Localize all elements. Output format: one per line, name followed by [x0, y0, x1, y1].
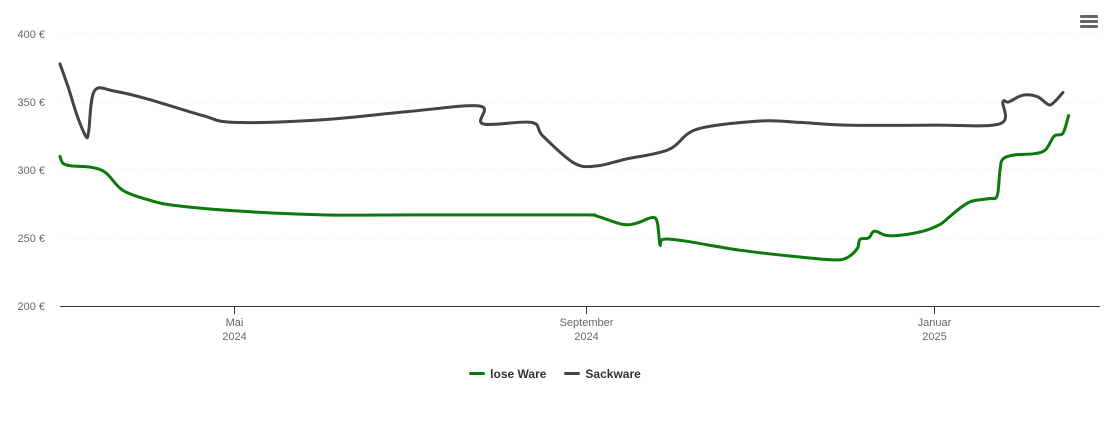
series-lines[interactable] [58, 62, 1071, 262]
y-tick-label: 200 € [17, 301, 45, 313]
y-tick-label: 400 € [17, 29, 45, 41]
legend-swatch [469, 372, 486, 375]
x-tick-label-year: 2024 [222, 331, 246, 343]
x-tick-label-year: 2024 [574, 331, 598, 343]
y-tick-label: 250 € [17, 233, 45, 245]
legend-item[interactable]: Sackware [564, 366, 641, 381]
y-axis: 200 € 250 € 300 € 350 € 400 € [17, 29, 45, 313]
menu-bar [1080, 15, 1098, 18]
chart-menu-icon[interactable] [1078, 12, 1100, 32]
chart-legend: lose Ware Sackware [0, 364, 1110, 381]
y-tick-label: 300 € [17, 165, 45, 177]
series-line-sackware[interactable] [58, 62, 1065, 169]
menu-bar [1080, 25, 1098, 28]
x-tick-label-month: September [560, 317, 614, 329]
x-axis: Mai 2024 September 2024 Januar 2025 [222, 306, 952, 343]
legend-item[interactable]: lose Ware [469, 367, 546, 381]
x-tick-label-month: Januar [918, 317, 952, 329]
x-tick-label-month: Mai [226, 317, 244, 329]
menu-bar [1080, 20, 1098, 23]
legend-label: Sackware [585, 366, 641, 381]
legend-swatch [564, 372, 581, 375]
series-line-lose-ware[interactable] [58, 114, 1071, 262]
legend-label: lose Ware [490, 366, 547, 381]
y-tick-label: 350 € [17, 97, 45, 109]
grid-lines [60, 33, 1100, 239]
x-tick-label-year: 2025 [922, 331, 946, 343]
